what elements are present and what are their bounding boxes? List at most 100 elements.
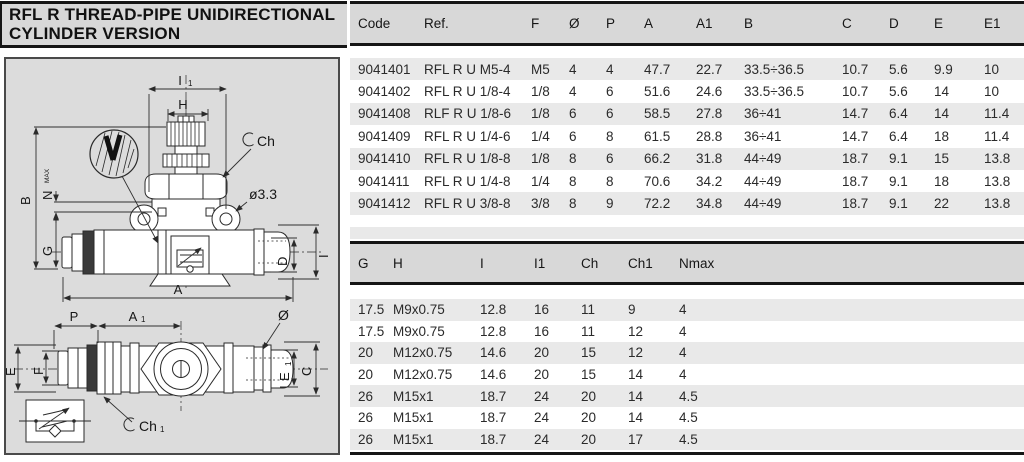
table-cell: RFL R U 1/8-8 [424,151,511,167]
table-cell: 9 [628,302,636,318]
table-row: 9041402 RFL R U 1/8-4 1/8 4 6 51.6 24.6 33.5÷36… [350,80,1024,102]
table-cell: M5 [531,61,550,77]
table1-column-header: C [842,16,852,31]
top-view: I 1 H Ch ø3.3 B N MAX G A [18,73,331,302]
dim-label-b: B [18,196,33,205]
wrench-icon [242,132,254,147]
table-cell: 14 [628,367,644,383]
table-cell: RFL R U 3/8-8 [424,196,511,212]
table-cell: 4.5 [679,410,698,426]
table-cell: 20 [534,367,550,383]
table2-column-header: I [480,255,484,271]
page-title-line-2: CYLINDER VERSION [9,24,181,44]
table-cell: 58.5 [644,106,671,122]
table-cell: 14 [934,106,950,122]
table-cell: 12.8 [480,323,507,339]
table-cell: 14 [628,410,644,426]
table-cell: 17.5 [358,323,385,339]
table-cell: 16 [534,323,550,339]
dim-label-ch1: Ch [139,418,157,434]
dim-label-e1: E [277,372,292,381]
table2-column-header: I1 [534,255,546,271]
table2-column-header: G [358,255,369,271]
spacer-stripe [350,227,1024,239]
dim-label-i1: I [178,73,182,88]
table-cell: 1/8 [531,106,550,122]
dim-label-f: F [31,367,46,375]
table-row: 20 M12x0.75 14.6 20 15 12 4 [350,342,1024,364]
table-row: 17.5 M9x0.75 12.8 16 11 9 4 [350,299,1024,321]
dim-label-a1-sub: 1 [141,315,146,324]
table-row: 9041410 RFL R U 1/8-8 1/8 8 6 66.2 31.8 44÷49 18… [350,147,1024,170]
thread-plug [57,350,69,386]
table-cell: 12.8 [480,302,507,318]
table-cell: RFL R U M5-4 [424,61,511,77]
table-cell: 6 [569,106,577,122]
table-cell: 17 [628,431,644,447]
table-cell: 12 [628,345,644,361]
table1-column-header: F [531,16,540,31]
table1-column-header: Ø [569,16,580,31]
dim-label-h: H [178,97,187,112]
dim-label-c: C [299,367,314,376]
table-cell: 51.6 [644,84,671,100]
table1-column-header: B [744,16,754,31]
dim-label-p: P [70,309,79,324]
table-row: 26 M15x1 18.7 24 20 14 4.5 [350,385,1024,407]
table-cell: 1/8 [531,84,550,100]
table-cell: 20 [581,410,597,426]
table2-column-header: Nmax [679,255,715,271]
table-cell: 3/8 [531,196,550,212]
table-cell: 4 [679,323,687,339]
table-cell: 18 [934,173,950,189]
table-cell: 8 [569,151,577,167]
table2-body: 17.5 M9x0.75 12.8 16 11 9 4 17.5 M9x0.75 12.8 16 11… [350,299,1024,451]
page-title-line-1: RFL R THREAD-PIPE UNIDIRECTIONAL [9,5,336,24]
table-row: 17.5 M9x0.75 12.8 16 11 12 4 [350,321,1024,343]
table-cell: 70.6 [644,173,671,189]
table1-column-header: Ref. [424,16,449,31]
table-cell: 6.4 [889,128,908,144]
table-cell: 18.7 [480,431,507,447]
table1-column-header: P [606,16,616,31]
table-cell: 15 [934,151,950,167]
page-title: RFL R THREAD-PIPE UNIDIRECTIONAL CYLINDE… [0,1,347,49]
table-cell: 9041410 [358,151,411,167]
table-cell: 9041412 [358,196,411,212]
table-cell: M12x0.75 [393,367,453,383]
table-cell: 72.2 [644,196,671,212]
table-cell: 6.4 [889,106,908,122]
table-cell: 9.9 [934,61,953,77]
dim-label-e1-sub: 1 [284,361,293,366]
table1-header-row: Code Ref. F Ø P A A1 B C D E E1 [350,1,1024,46]
table-cell: M15x1 [393,431,434,447]
technical-drawing: I 1 H Ch ø3.3 B N MAX G A [6,73,331,443]
table1-body: 9041401 RFL R U M5-4 M5 4 4 47.7 22.7 33.5÷36.5… [350,58,1024,215]
table-row: 9041401 RFL R U M5-4 M5 4 4 47.7 22.7 33.5÷36.5… [350,58,1024,81]
table-cell: RFL R U 1/4-6 [424,128,511,144]
table1-column-header: D [889,16,899,31]
table-cell: 15 [581,345,597,361]
table-cell: 13.8 [984,151,1011,167]
table-cell: 9041402 [358,84,411,100]
table-cell: 24 [534,410,550,426]
table-cell: 1/4 [531,173,550,189]
table-cell: 14.7 [842,128,869,144]
table-cell: 4 [679,367,687,383]
dim-label-i: I [316,254,331,258]
table-cell: 9.1 [889,196,908,212]
table-cell: 8 [569,173,577,189]
table-cell: 4 [679,302,687,318]
table-cell: 44÷49 [744,173,782,189]
left-fitting [61,236,73,269]
table-cell: 26 [358,388,374,404]
table-cell: 36÷41 [744,128,782,144]
table-cell: 5.6 [889,84,908,100]
table-cell: RFL R U 1/4-8 [424,173,511,189]
dim-label-n: N [40,191,55,200]
table-cell: 26 [358,431,374,447]
table-cell: 11 [581,302,596,318]
table-cell: M12x0.75 [393,345,453,361]
table-row: 9041412 RFL R U 3/8-8 3/8 8 9 72.2 34.8 44÷49 18… [350,192,1024,215]
table-cell: 36÷41 [744,106,782,122]
